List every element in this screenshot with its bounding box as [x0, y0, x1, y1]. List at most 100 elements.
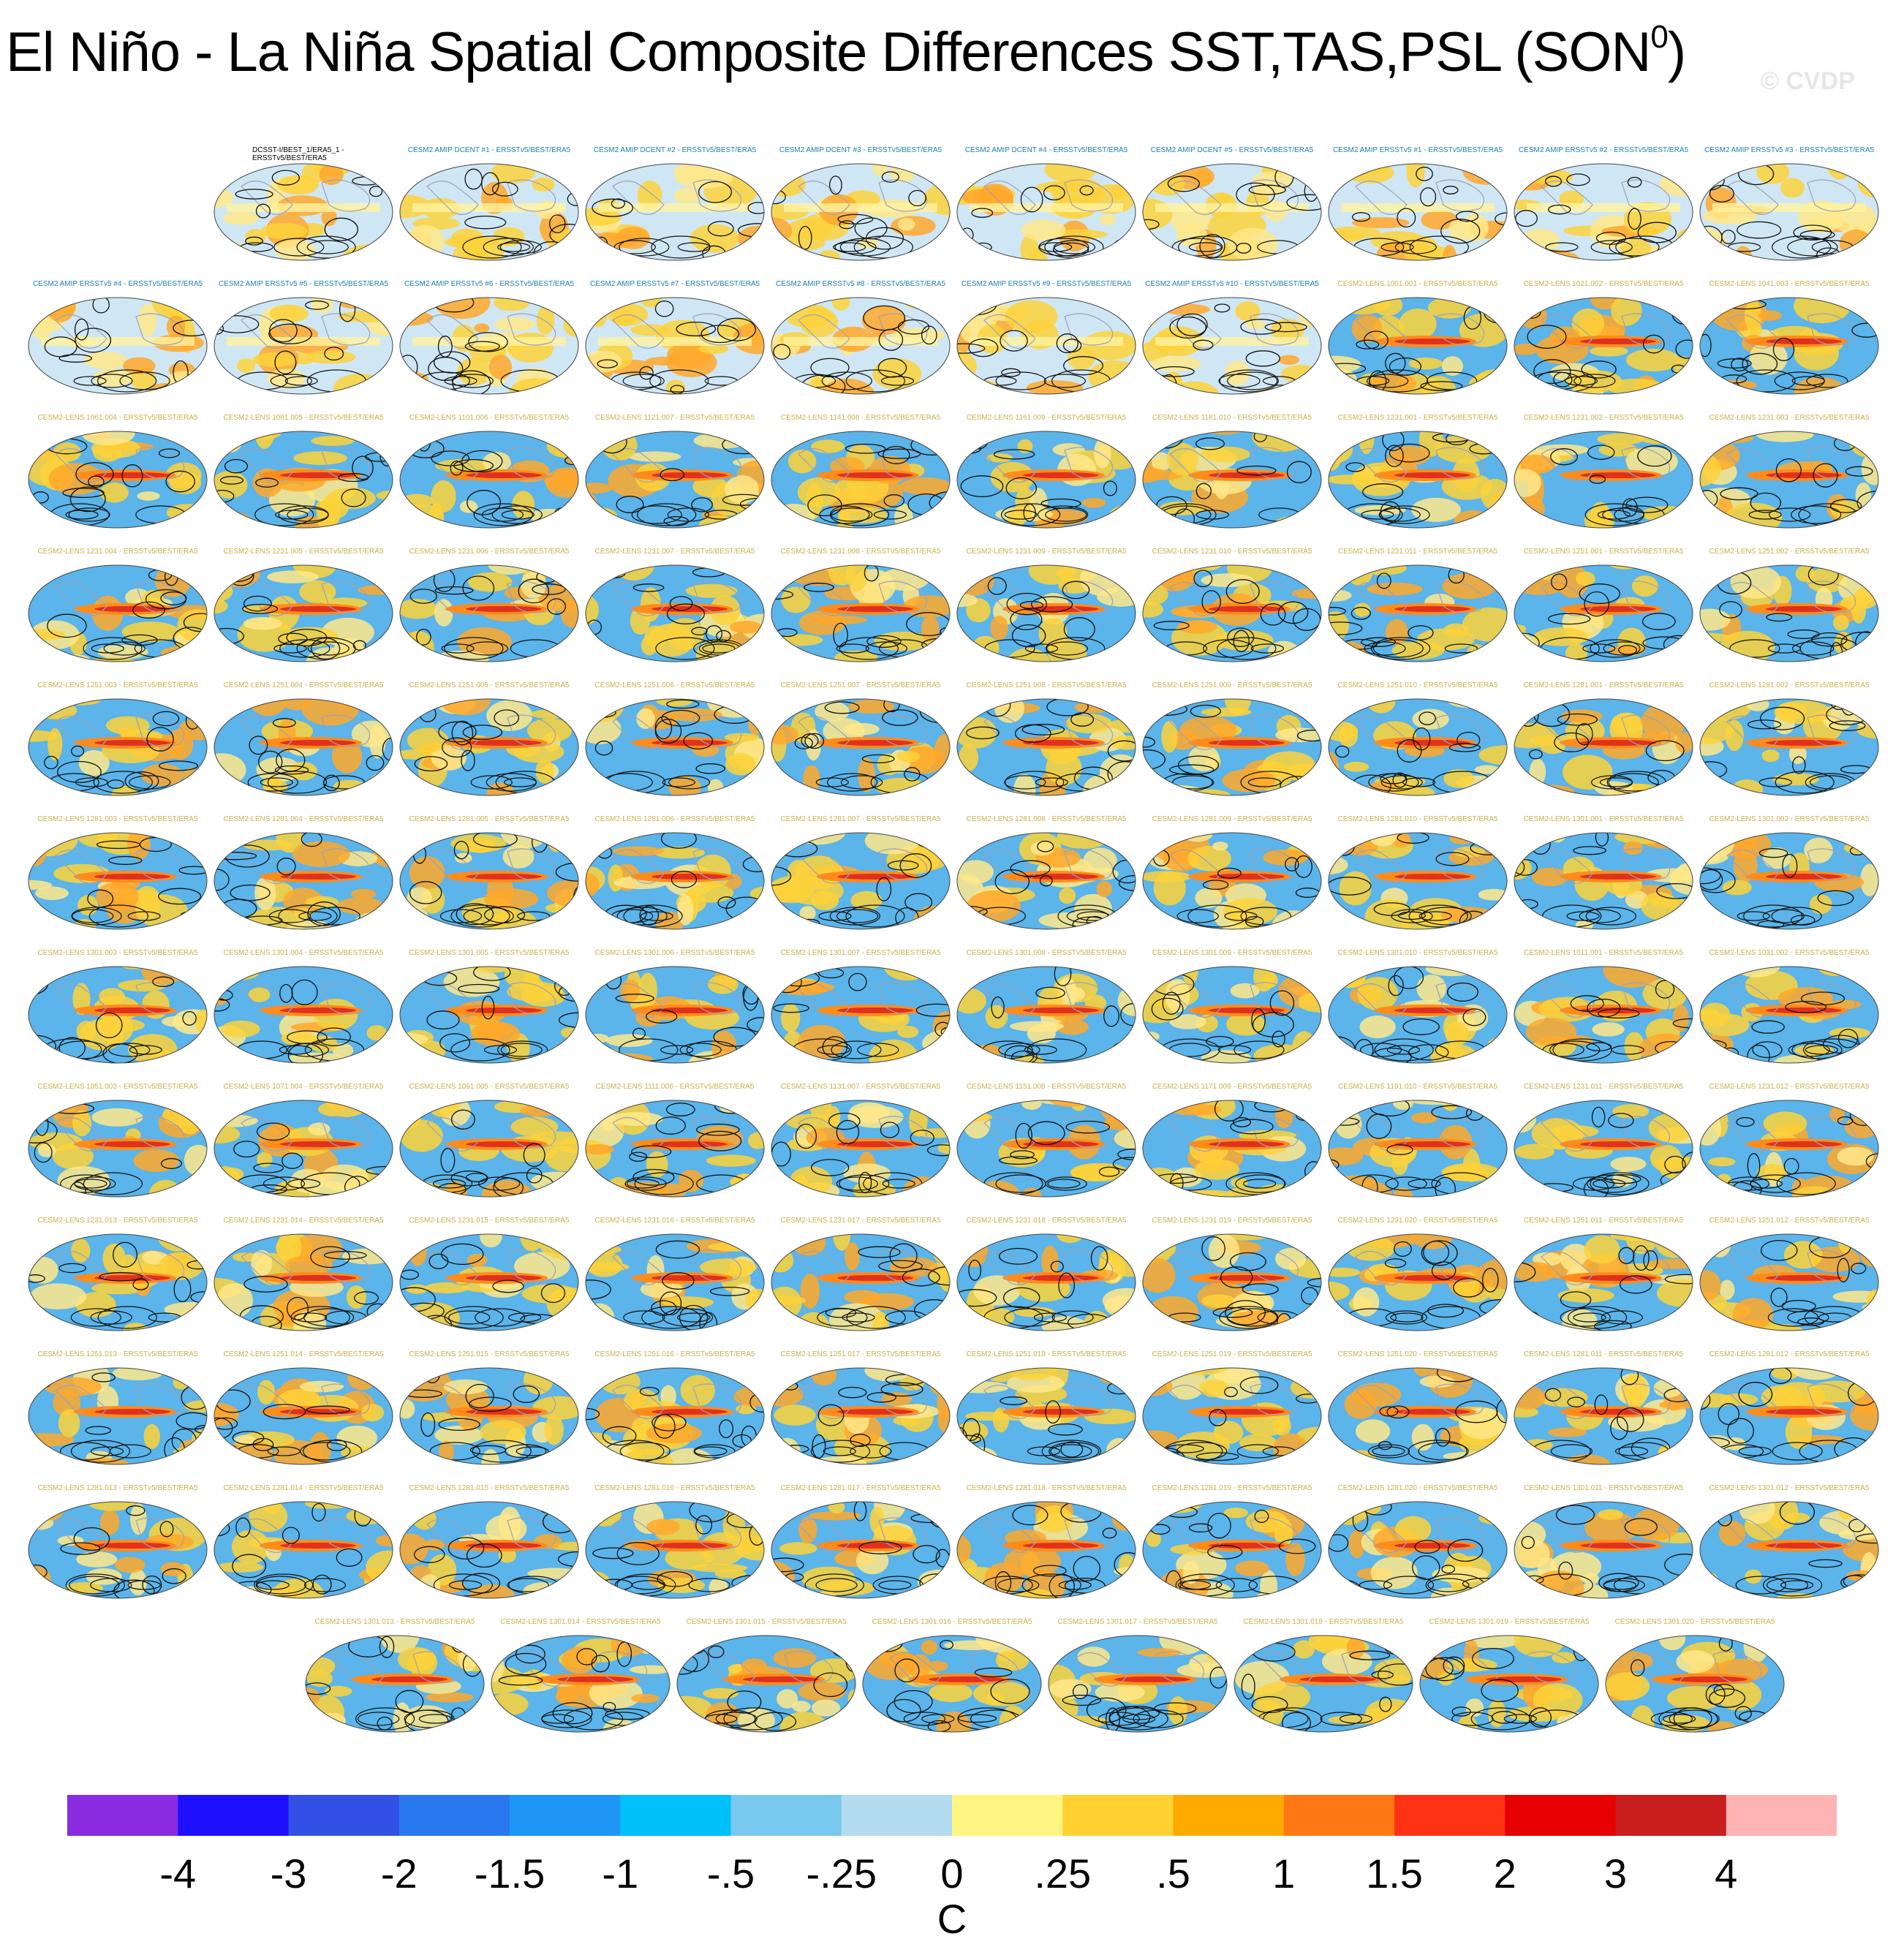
panel-label: CESM2-LENS 1251.008 - ERSSTv5/BEST/ERA5 — [966, 681, 1127, 689]
panel-label: CESM2-LENS 1231.001 - ERSSTv5/BEST/ERA5 — [1337, 414, 1498, 422]
globe-map — [1514, 1233, 1693, 1331]
globe-map — [399, 1501, 579, 1599]
panel-label: CESM2 AMIP DCENT #3 - ERSSTv5/BEST/ERA5 — [779, 146, 942, 154]
globe-map — [956, 297, 1136, 395]
colorbar-tick: 3 — [1603, 1850, 1628, 1897]
map-panel: CESM2-LENS 1061.004 - ERSSTv5/BEST/ERA5 — [26, 414, 209, 538]
map-panel: CESM2 AMIP ERSSTv5 #6 - ERSSTv5/BEST/ERA… — [398, 280, 581, 404]
globe-map — [771, 1367, 951, 1465]
globe-map — [1699, 564, 1879, 662]
map-panel: CESM2-LENS 1231.019 - ERSSTv5/BEST/ERA5 — [1141, 1217, 1323, 1341]
globe-map — [28, 966, 208, 1064]
panel-label: CESM2-LENS 1061.004 - ERSSTv5/BEST/ERA5 — [37, 414, 198, 422]
map-panel: CESM2-LENS 1301.005 - ERSSTv5/BEST/ERA5 — [398, 949, 581, 1073]
panel-label: CESM2-LENS 1251.016 - ERSSTv5/BEST/ERA5 — [594, 1350, 755, 1358]
map-panel: CESM2-LENS 1231.005 - ERSSTv5/BEST/ERA5 — [212, 548, 395, 672]
colorbar-tick: 4 — [1715, 1850, 1738, 1897]
colorbar-tick: -3 — [270, 1850, 307, 1897]
colorbar-units: C — [937, 1896, 967, 1942]
panel-label: CESM2-LENS 1251.013 - ERSSTv5/BEST/ERA5 — [37, 1350, 198, 1358]
map-panel: CESM2 AMIP DCENT #1 - ERSSTv5/BEST/ERA5 — [398, 146, 581, 271]
map-panel: CESM2-LENS 1231.016 - ERSSTv5/BEST/ERA5 — [583, 1217, 766, 1341]
globe-map — [1328, 966, 1508, 1064]
map-panel: CESM2-LENS 1251.017 - ERSSTv5/BEST/ERA5 — [769, 1350, 952, 1475]
panel-label: CESM2-LENS 1251.018 - ERSSTv5/BEST/ERA5 — [966, 1350, 1127, 1358]
map-panel: CESM2-LENS 1301.014 - ERSSTv5/BEST/ERA5 — [489, 1618, 672, 1742]
globe-map — [1048, 1635, 1228, 1733]
globe-map — [771, 431, 951, 529]
globe-map — [1699, 698, 1879, 796]
colorbar-tick: -4 — [159, 1850, 197, 1897]
globe-map — [214, 163, 393, 261]
panel-label: CESM2-LENS 1281.004 - ERSSTv5/BEST/ERA5 — [223, 815, 384, 823]
globe-map — [28, 1233, 208, 1331]
map-panel: CESM2 AMIP ERSSTv5 #2 - ERSSTv5/BEST/ERA… — [1512, 146, 1695, 271]
globe-map — [1328, 431, 1508, 529]
map-panel: CESM2-LENS 1231.011 - ERSSTv5/BEST/ERA5 — [1326, 548, 1509, 672]
panel-label: CESM2-LENS 1281.002 - ERSSTv5/BEST/ERA5 — [1709, 681, 1870, 689]
panel-label: CESM2-LENS 1301.001 - ERSSTv5/BEST/ERA5 — [1523, 815, 1684, 823]
map-panel: CESM2-LENS 1281.004 - ERSSTv5/BEST/ERA5 — [212, 815, 395, 939]
globe-map — [771, 832, 951, 930]
globe-map — [1142, 698, 1322, 796]
colorbar-tick: -2 — [380, 1850, 418, 1897]
globe-map — [1699, 163, 1879, 261]
map-panel: CESM2-LENS 1281.020 - ERSSTv5/BEST/ERA5 — [1326, 1484, 1509, 1608]
colorbar-bin — [730, 1795, 842, 1836]
panel-label: CESM2-LENS 1281.007 - ERSSTv5/BEST/ERA5 — [780, 815, 941, 823]
globe-map — [771, 1100, 951, 1198]
panel-label: CESM2-LENS 1281.011 - ERSSTv5/BEST/ERA5 — [1523, 1350, 1684, 1358]
map-panel: CESM2 AMIP ERSSTv5 #7 - ERSSTv5/BEST/ERA… — [583, 280, 766, 404]
panel-label: CESM2-LENS 1231.012 - ERSSTv5/BEST/ERA5 — [1709, 1083, 1870, 1091]
map-panel: CESM2-LENS 1251.020 - ERSSTv5/BEST/ERA5 — [1326, 1350, 1509, 1475]
globe-map — [1328, 163, 1508, 261]
map-panel: CESM2-LENS 1251.006 - ERSSTv5/BEST/ERA5 — [583, 681, 766, 806]
globe-map — [28, 564, 208, 662]
globe-map — [28, 1100, 208, 1198]
panel-label: CESM2-LENS 1281.018 - ERSSTv5/BEST/ERA5 — [966, 1484, 1127, 1492]
panel-label: CESM2-LENS 1301.003 - ERSSTv5/BEST/ERA5 — [37, 949, 198, 957]
panel-label: CESM2-LENS 1251.010 - ERSSTv5/BEST/ERA5 — [1337, 681, 1498, 689]
map-panel: CESM2-LENS 1251.003 - ERSSTv5/BEST/ERA5 — [26, 681, 209, 806]
globe-map — [1328, 1233, 1508, 1331]
panel-label: DCSST-I/BEST_1/ERA5_1 - ERSSTv5/BEST/ERA… — [252, 146, 344, 162]
panel-label: CESM2-LENS 1231.011 - ERSSTv5/BEST/ERA5 — [1523, 1083, 1684, 1091]
panel-label: CESM2-LENS 1141.008 - ERSSTv5/BEST/ERA5 — [780, 414, 941, 422]
panel-label: CESM2-LENS 1041.003 - ERSSTv5/BEST/ERA5 — [1709, 280, 1870, 288]
panel-label: CESM2 AMIP ERSSTv5 #4 - ERSSTv5/BEST/ERA… — [32, 280, 203, 288]
map-panel: CESM2-LENS 1281.001 - ERSSTv5/BEST/ERA5 — [1512, 681, 1695, 806]
panel-label: CESM2-LENS 1281.014 - ERSSTv5/BEST/ERA5 — [223, 1484, 384, 1492]
map-panel: CESM2 AMIP ERSSTv5 #5 - ERSSTv5/BEST/ERA… — [212, 280, 395, 404]
map-panel: CESM2-LENS 1301.006 - ERSSTv5/BEST/ERA5 — [583, 949, 766, 1073]
globe-map — [585, 966, 765, 1064]
panel-label: CESM2-LENS 1281.006 - ERSSTv5/BEST/ERA5 — [594, 815, 755, 823]
globe-map — [28, 1501, 208, 1599]
panel-label: CESM2-LENS 1151.008 - ERSSTv5/BEST/ERA5 — [966, 1083, 1127, 1091]
map-panel: CESM2-LENS 1251.005 - ERSSTv5/BEST/ERA5 — [398, 681, 581, 806]
map-panel: CESM2-LENS 1281.012 - ERSSTv5/BEST/ERA5 — [1698, 1350, 1881, 1475]
panel-label: CESM2-LENS 1281.008 - ERSSTv5/BEST/ERA5 — [966, 815, 1127, 823]
colorbar-tick: -1.5 — [474, 1850, 545, 1897]
panel-label: CESM2-LENS 1301.007 - ERSSTv5/BEST/ERA5 — [780, 949, 941, 957]
map-panel: CESM2-LENS 1281.011 - ERSSTv5/BEST/ERA5 — [1512, 1350, 1695, 1475]
map-panel: CESM2-LENS 1251.004 - ERSSTv5/BEST/ERA5 — [212, 681, 395, 806]
globe-map — [1699, 966, 1879, 1064]
colorbar-tick: 2 — [1493, 1850, 1516, 1897]
map-panel: CESM2 AMIP ERSSTv5 #4 - ERSSTv5/BEST/ERA… — [26, 280, 209, 404]
globe-map — [305, 1635, 485, 1733]
globe-map — [771, 297, 951, 395]
panel-label: CESM2-LENS 1231.003 - ERSSTv5/BEST/ERA5 — [1709, 414, 1870, 422]
map-panel: CESM2-LENS 1231.003 - ERSSTv5/BEST/ERA5 — [1698, 414, 1881, 538]
panel-label: CESM2-LENS 1231.002 - ERSSTv5/BEST/ERA5 — [1523, 414, 1684, 422]
globe-map — [214, 966, 393, 1064]
panel-label: CESM2-LENS 1181.010 - ERSSTv5/BEST/ERA5 — [1152, 414, 1312, 422]
globe-map — [1328, 564, 1508, 662]
map-panel: CESM2-LENS 1281.010 - ERSSTv5/BEST/ERA5 — [1326, 815, 1509, 939]
globe-map — [1699, 1501, 1879, 1599]
globe-map — [399, 1100, 579, 1198]
panel-label: CESM2-LENS 1001.001 - ERSSTv5/BEST/ERA5 — [1337, 280, 1498, 288]
map-panel: CESM2-LENS 1171.009 - ERSSTv5/BEST/ERA5 — [1141, 1083, 1323, 1207]
globe-map — [28, 1367, 208, 1465]
map-panel: CESM2-LENS 1251.013 - ERSSTv5/BEST/ERA5 — [26, 1350, 209, 1475]
map-panel: CESM2-LENS 1251.007 - ERSSTv5/BEST/ERA5 — [769, 681, 952, 806]
